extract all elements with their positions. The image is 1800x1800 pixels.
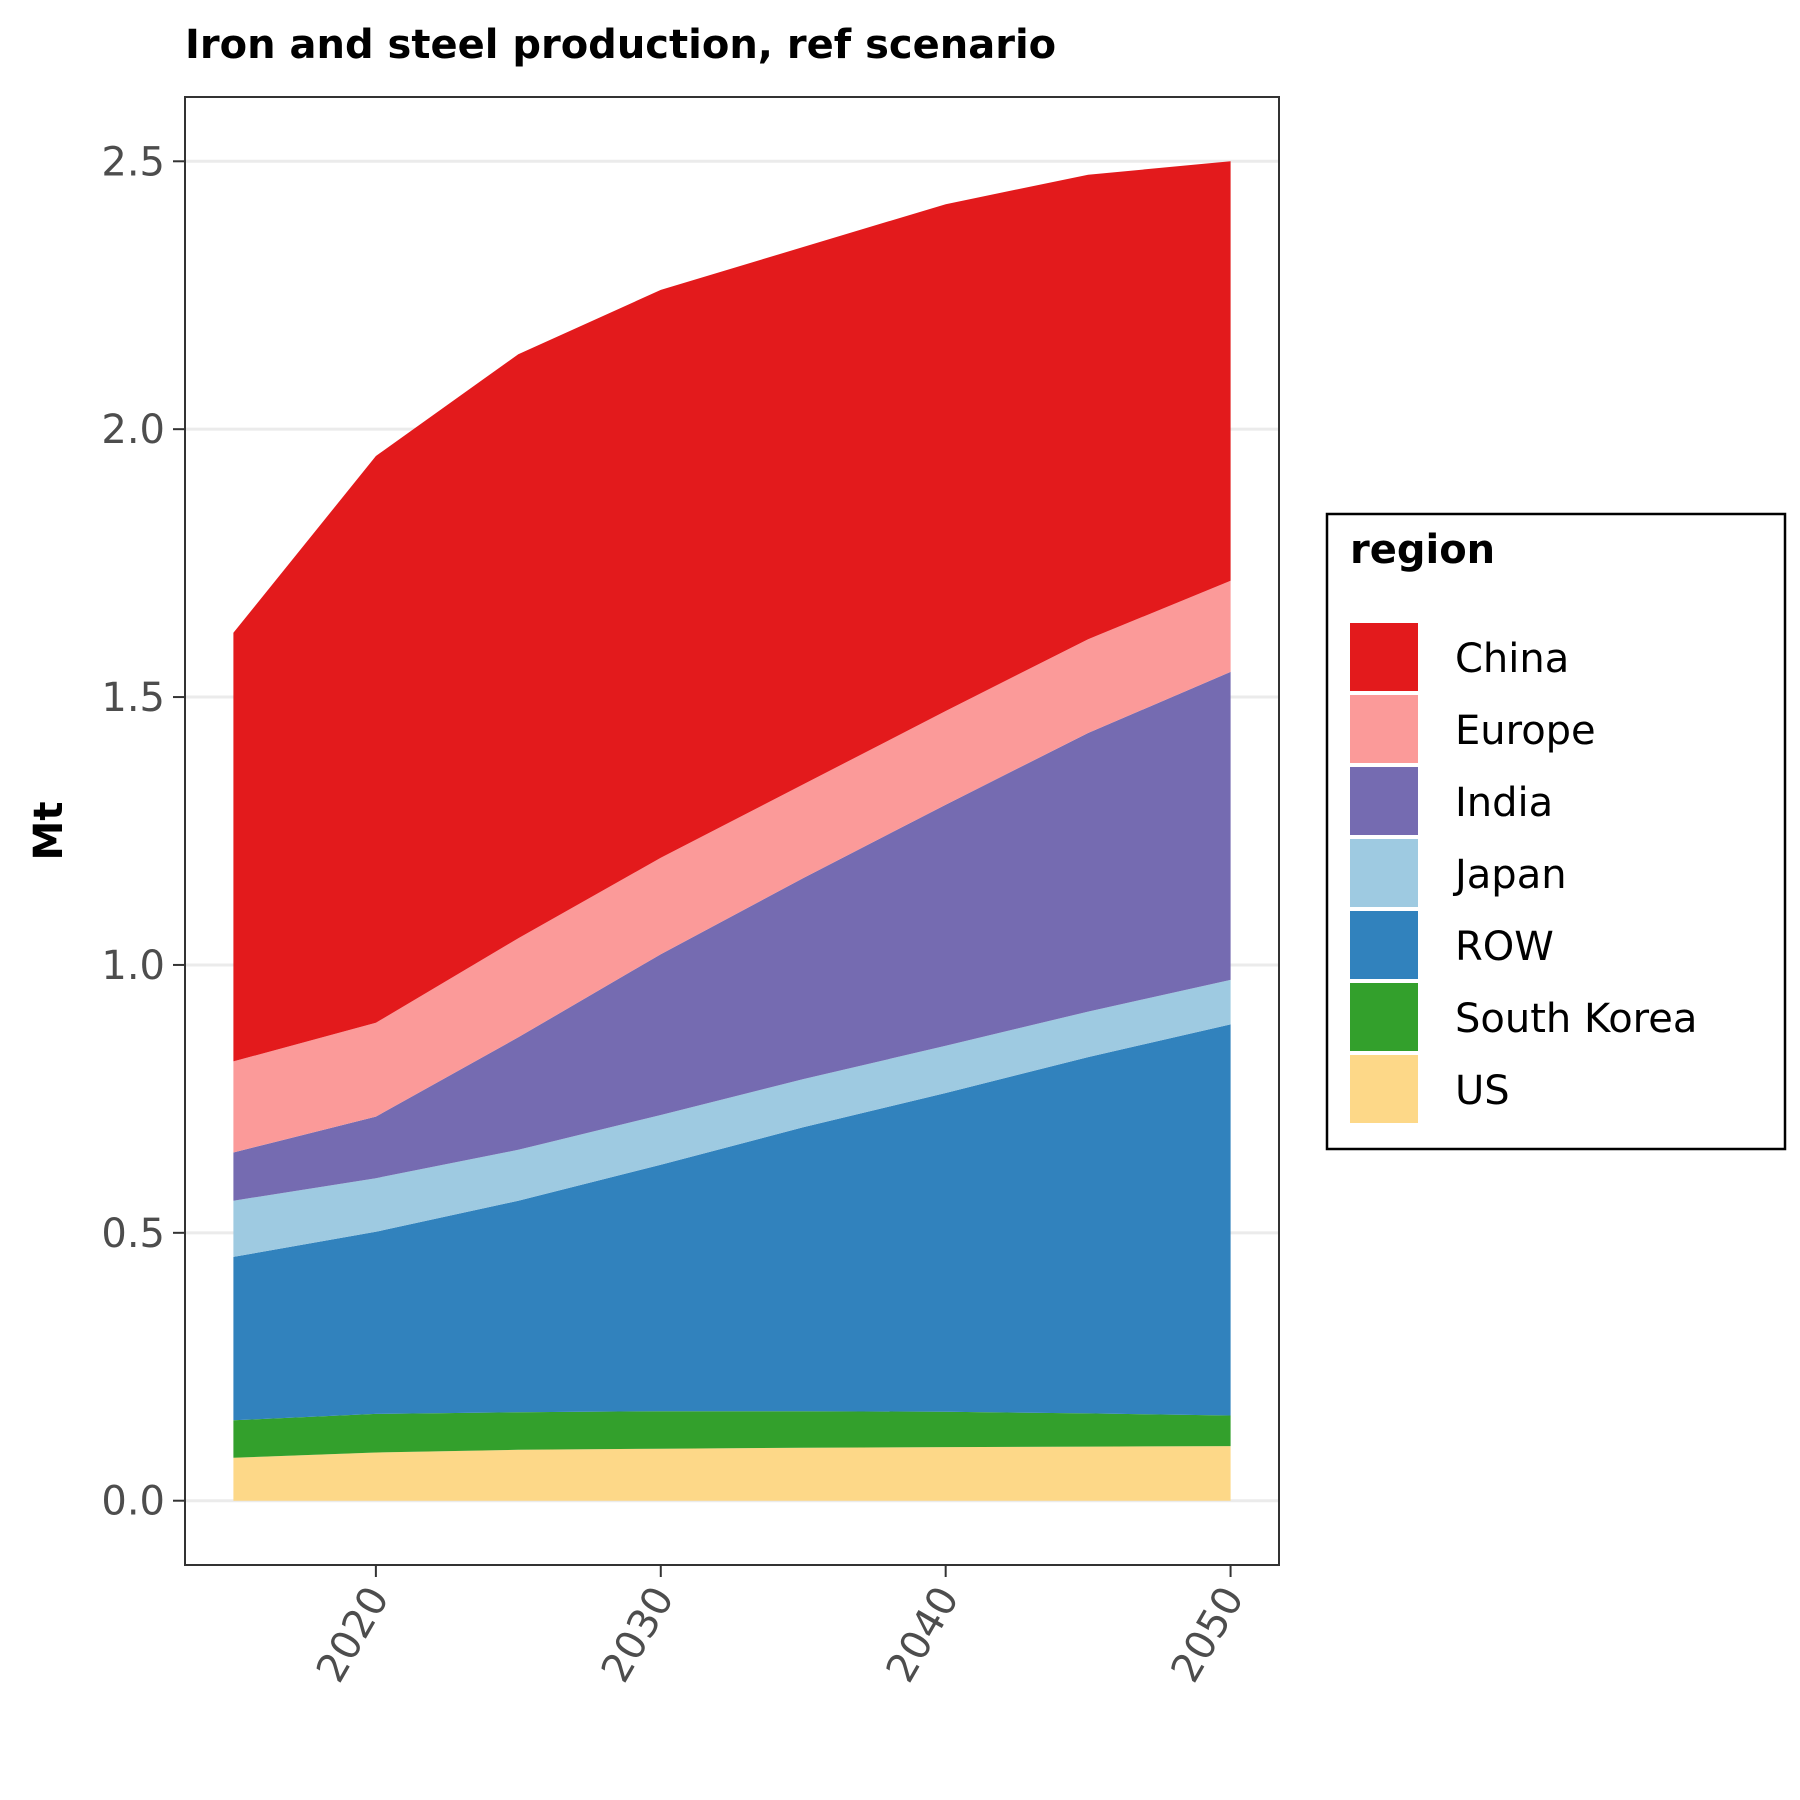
legend-swatch-us bbox=[1350, 1055, 1418, 1123]
legend-label-south-korea: South Korea bbox=[1455, 996, 1697, 1042]
x-tick-label-2: 2040 bbox=[878, 1579, 969, 1690]
x-axis: 2020 2030 2040 2050 bbox=[308, 1565, 1253, 1690]
area-india bbox=[233, 671, 1231, 1201]
legend-swatch-japan bbox=[1350, 839, 1418, 907]
legend-items: China Europe India Japan ROW South Korea US bbox=[1350, 623, 1697, 1123]
x-tick-label-3: 2050 bbox=[1162, 1579, 1253, 1690]
legend-label-japan: Japan bbox=[1452, 852, 1567, 898]
y-tick-label-5: 2.5 bbox=[101, 139, 165, 185]
chart-title: Iron and steel production, ref scenario bbox=[185, 22, 1056, 68]
y-axis-label: Mt bbox=[26, 802, 72, 861]
legend-swatch-europe bbox=[1350, 695, 1418, 763]
x-tick-label-0: 2020 bbox=[308, 1579, 399, 1690]
x-tick-label-1: 2030 bbox=[593, 1579, 684, 1690]
area-china bbox=[233, 161, 1231, 1062]
legend-label-india: India bbox=[1455, 780, 1553, 826]
stacked-areas bbox=[233, 161, 1231, 1501]
y-tick-label-2: 1.0 bbox=[101, 943, 165, 989]
area-row bbox=[233, 1024, 1231, 1421]
y-axis: 0.0 0.5 1.0 1.5 2.0 2.5 bbox=[101, 139, 185, 1525]
legend-label-row: ROW bbox=[1455, 924, 1554, 970]
legend-label-europe: Europe bbox=[1455, 708, 1596, 754]
legend-swatch-row bbox=[1350, 911, 1418, 979]
legend-swatch-india bbox=[1350, 767, 1418, 835]
y-tick-label-1: 0.5 bbox=[101, 1211, 165, 1257]
y-tick-label-4: 2.0 bbox=[101, 407, 165, 453]
legend-title: region bbox=[1350, 527, 1495, 573]
legend-swatch-south-korea bbox=[1350, 983, 1418, 1051]
area-japan bbox=[233, 979, 1231, 1257]
legend-label-us: US bbox=[1455, 1068, 1510, 1114]
area-europe bbox=[233, 580, 1231, 1153]
legend: region China Europe India Japan ROW South Kor… bbox=[1325, 512, 1787, 1151]
legend-label-china: China bbox=[1455, 636, 1569, 682]
area-south-korea bbox=[233, 1411, 1231, 1458]
legend-swatch-china bbox=[1350, 623, 1418, 691]
area-us bbox=[233, 1446, 1231, 1501]
plot-border bbox=[184, 96, 1280, 1566]
y-tick-label-0: 0.0 bbox=[101, 1479, 165, 1525]
y-tick-label-3: 1.5 bbox=[101, 675, 165, 721]
